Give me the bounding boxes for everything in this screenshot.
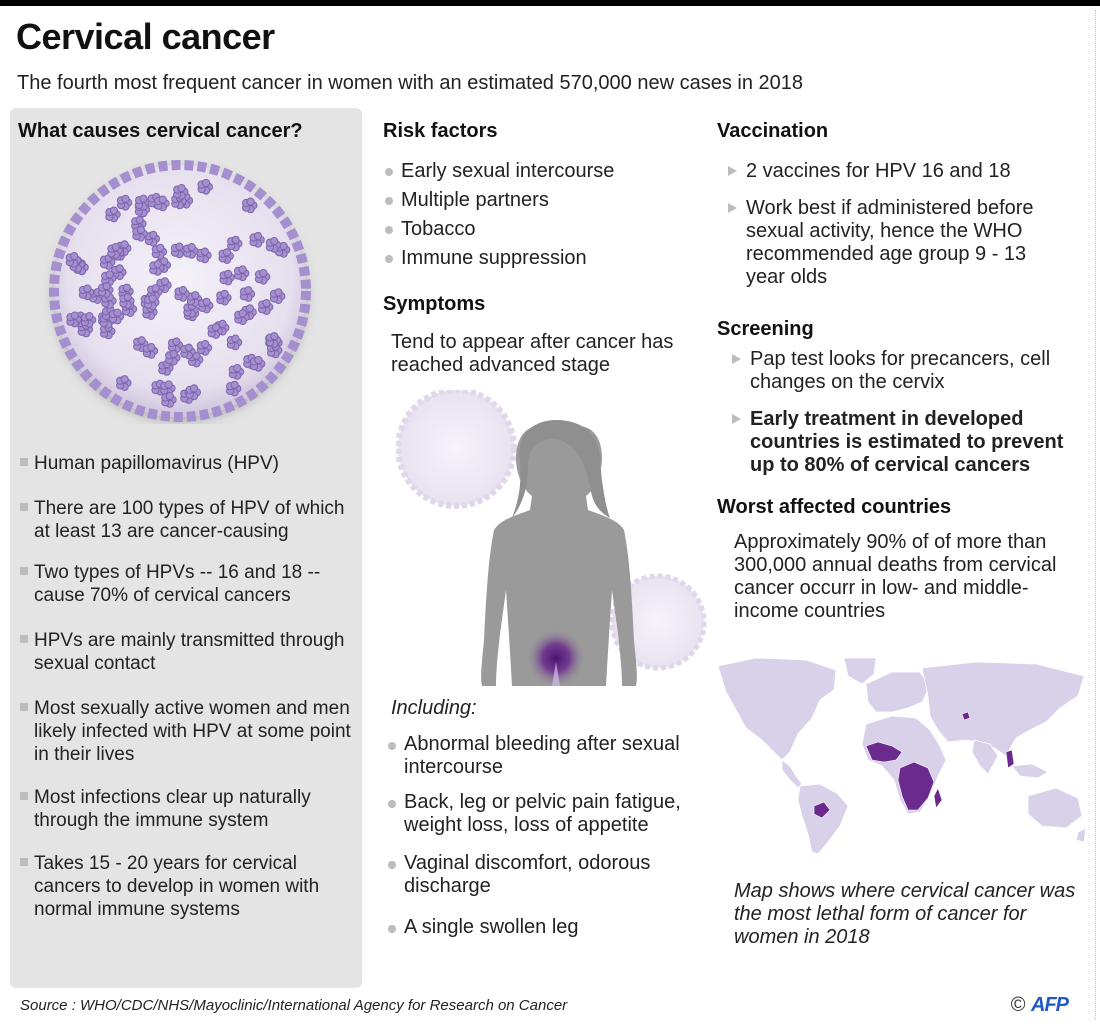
list-item: Work best if administered before sexual … bbox=[726, 197, 1056, 289]
worst-affected-text: Approximately 90% of of more than 300,00… bbox=[734, 531, 1057, 622]
list-item: Back, leg or pelvic pain fatigue, weight… bbox=[386, 791, 706, 837]
causes-heading: What causes cervical cancer? bbox=[18, 120, 303, 142]
body-silhouette-illustration bbox=[396, 390, 707, 688]
risk-factors-heading: Risk factors bbox=[383, 120, 498, 142]
list-item: HPVs are mainly transmitted through sexu… bbox=[18, 629, 358, 675]
symptoms-list: Abnormal bleeding after sexual intercour… bbox=[386, 733, 706, 939]
including-label: Including: bbox=[391, 697, 477, 719]
symptoms-heading: Symptoms bbox=[383, 293, 486, 315]
risk-factors-list: Early sexual intercourse Multiple partne… bbox=[383, 159, 703, 270]
edge-dotted-line bbox=[1095, 10, 1096, 1020]
list-item: Early treatment in developed countries i… bbox=[730, 408, 1080, 477]
symptoms-intro: Tend to appear after cancer has reached … bbox=[391, 331, 674, 376]
list-item: Vaginal discomfort, odorous discharge bbox=[386, 852, 706, 898]
list-item: Early sexual intercourse bbox=[383, 159, 703, 183]
hpv-virus-illustration bbox=[49, 160, 311, 422]
list-item: Abnormal bleeding after sexual intercour… bbox=[386, 733, 706, 779]
world-map bbox=[717, 657, 1087, 855]
list-item: Takes 15 - 20 years for cervical cancers… bbox=[18, 852, 358, 921]
list-item: Tobacco bbox=[383, 217, 703, 241]
source-note: Source : WHO/CDC/NHS/Mayoclinic/Internat… bbox=[20, 997, 568, 1014]
top-rule bbox=[0, 0, 1100, 6]
credit: © AFP bbox=[1010, 994, 1069, 1017]
list-item: Multiple partners bbox=[383, 188, 703, 212]
worst-affected-heading: Worst affected countries bbox=[717, 496, 952, 518]
list-item: Human papillomavirus (HPV) bbox=[18, 452, 358, 475]
vaccination-heading: Vaccination bbox=[717, 120, 829, 142]
list-item: Most infections clear up naturally throu… bbox=[18, 786, 358, 832]
page-title: Cervical cancer bbox=[16, 16, 275, 57]
list-item: Two types of HPVs -- 16 and 18 -- cause … bbox=[18, 561, 358, 607]
afp-logo: AFP bbox=[1031, 994, 1069, 1016]
list-item: 2 vaccines for HPV 16 and 18 bbox=[726, 160, 1056, 183]
screening-list: Pap test looks for precancers, cell chan… bbox=[730, 348, 1080, 477]
vaccination-list: 2 vaccines for HPV 16 and 18 Work best i… bbox=[726, 160, 1056, 289]
copyright-symbol: © bbox=[1010, 994, 1026, 1016]
list-item: Pap test looks for precancers, cell chan… bbox=[730, 348, 1080, 394]
list-item: Immune suppression bbox=[383, 246, 703, 270]
screening-heading: Screening bbox=[717, 318, 814, 340]
list-item: Most sexually active women and men likel… bbox=[18, 697, 358, 766]
list-item: A single swollen leg bbox=[386, 916, 706, 939]
map-caption: Map shows where cervical cancer was the … bbox=[734, 880, 1076, 948]
causes-list: Human papillomavirus (HPV) There are 100… bbox=[18, 452, 358, 921]
page-subtitle: The fourth most frequent cancer in women… bbox=[17, 72, 804, 94]
list-item: There are 100 types of HPV of which at l… bbox=[18, 497, 358, 543]
